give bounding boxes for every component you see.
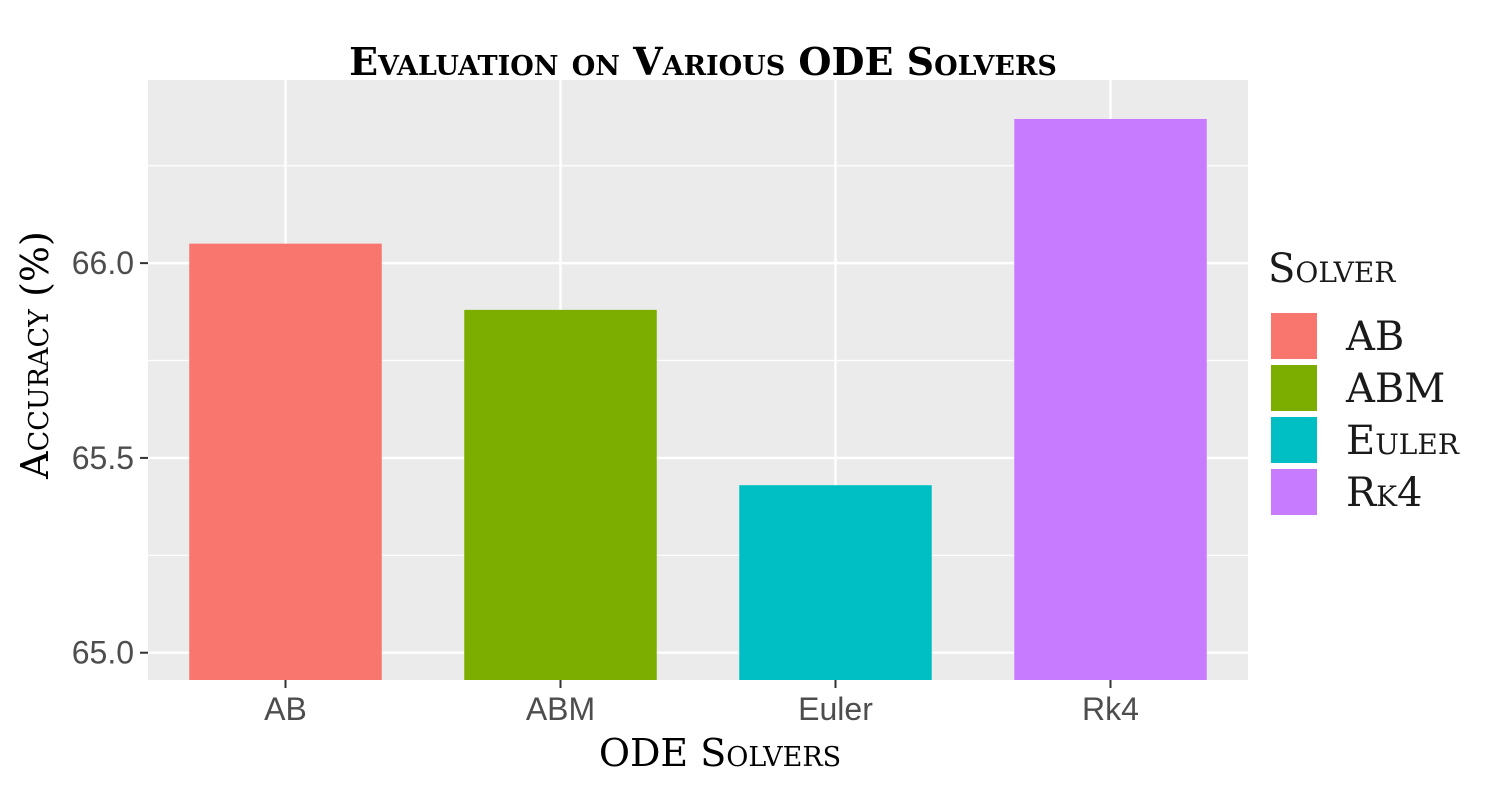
x-axis-ticks: AB ABM Euler Rk4 (264, 680, 1139, 727)
x-tick-label: AB (264, 691, 307, 727)
y-tick-label: 65.0 (72, 635, 134, 671)
bar-rk4 (1014, 118, 1207, 680)
x-tick-label: Rk4 (1082, 691, 1139, 727)
legend-key-abm (1269, 363, 1319, 413)
x-tick-label: Euler (798, 691, 873, 727)
legend-label: ABM (1345, 366, 1445, 412)
legend-key-euler (1269, 415, 1319, 465)
legend-key-ab (1269, 311, 1319, 361)
y-tick-label: 65.5 (72, 440, 134, 476)
legend-label: AB (1345, 314, 1404, 360)
bar-euler (739, 485, 932, 680)
legend-label: Rk4 (1346, 470, 1422, 516)
legend: Solver AB ABM Euler Rk4 (1268, 246, 1460, 517)
y-tick-label: 66.0 (72, 245, 134, 281)
bars (189, 118, 1207, 681)
legend-label: Euler (1346, 418, 1460, 464)
y-axis-ticks: 65.0 65.5 66.0 (72, 245, 148, 671)
chart-title: Evaluation on Various ODE Solvers (349, 39, 1057, 84)
legend-title: Solver (1268, 246, 1396, 292)
y-axis-title: Accuracy (%) (13, 231, 57, 480)
legend-key-rk4 (1269, 467, 1319, 517)
bar-abm (464, 309, 657, 680)
x-axis-title: ODE Solvers (599, 731, 841, 775)
bar-ab (189, 243, 382, 681)
x-tick-label: ABM (526, 691, 595, 727)
